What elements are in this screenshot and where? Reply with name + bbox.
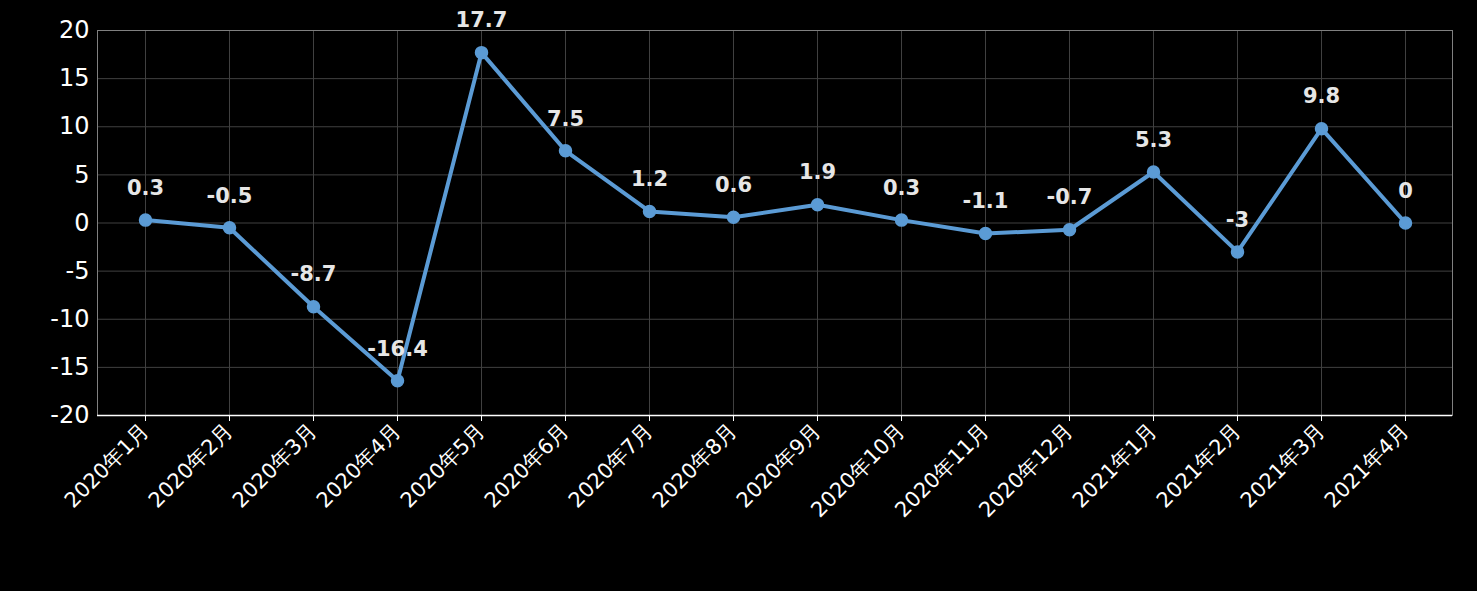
svg-text:2020年1月: 2020年1月 bbox=[60, 419, 154, 513]
svg-text:2020年5月: 2020年5月 bbox=[396, 419, 490, 513]
svg-text:15: 15 bbox=[59, 64, 90, 92]
svg-text:-0.7: -0.7 bbox=[1047, 185, 1093, 209]
svg-text:2021年4月: 2021年4月 bbox=[1320, 419, 1414, 513]
svg-text:2020年7月: 2020年7月 bbox=[564, 419, 658, 513]
svg-text:-0.5: -0.5 bbox=[207, 184, 253, 208]
svg-text:1.2: 1.2 bbox=[631, 167, 668, 191]
svg-text:-16.4: -16.4 bbox=[367, 337, 428, 361]
svg-text:-5: -5 bbox=[66, 257, 90, 285]
svg-text:9.8: 9.8 bbox=[1303, 84, 1340, 108]
svg-text:-20: -20 bbox=[50, 401, 89, 429]
svg-text:2020年10月: 2020年10月 bbox=[806, 418, 910, 522]
svg-text:-15: -15 bbox=[50, 353, 89, 381]
svg-text:17.7: 17.7 bbox=[456, 8, 508, 32]
svg-text:5.3: 5.3 bbox=[1135, 128, 1172, 152]
svg-text:0.6: 0.6 bbox=[715, 173, 752, 197]
svg-text:0.3: 0.3 bbox=[883, 176, 920, 200]
svg-text:2020年6月: 2020年6月 bbox=[480, 419, 574, 513]
svg-text:-3: -3 bbox=[1226, 208, 1249, 232]
svg-text:0.3: 0.3 bbox=[127, 176, 164, 200]
svg-text:20: 20 bbox=[59, 16, 90, 44]
svg-text:2020年8月: 2020年8月 bbox=[648, 419, 742, 513]
svg-text:2020年12月: 2020年12月 bbox=[974, 419, 1077, 522]
svg-text:10: 10 bbox=[59, 112, 90, 140]
svg-text:2020年11月: 2020年11月 bbox=[890, 418, 994, 522]
svg-text:7.5: 7.5 bbox=[547, 107, 584, 131]
svg-text:2020年4月: 2020年4月 bbox=[312, 419, 406, 513]
svg-text:2021年2月: 2021年2月 bbox=[1152, 419, 1246, 513]
svg-text:2020年2月: 2020年2月 bbox=[144, 419, 238, 513]
svg-text:2021年3月: 2021年3月 bbox=[1236, 419, 1330, 513]
svg-text:2020年9月: 2020年9月 bbox=[731, 418, 826, 513]
svg-text:-8.7: -8.7 bbox=[291, 262, 337, 286]
svg-text:2020年3月: 2020年3月 bbox=[228, 419, 322, 513]
svg-text:5: 5 bbox=[74, 161, 89, 189]
svg-text:1.9: 1.9 bbox=[799, 160, 836, 184]
svg-text:-1.1: -1.1 bbox=[963, 189, 1009, 213]
svg-text:2021年1月: 2021年1月 bbox=[1068, 419, 1162, 513]
svg-text:0: 0 bbox=[74, 209, 89, 237]
svg-text:-10: -10 bbox=[50, 305, 89, 333]
svg-text:0: 0 bbox=[1398, 179, 1413, 203]
